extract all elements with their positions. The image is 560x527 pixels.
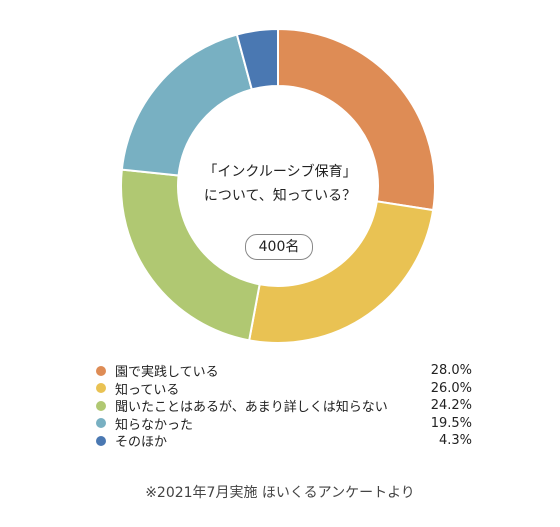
chart-title: 「インクルーシブ保育」 について、知っている？	[180, 160, 380, 208]
legend-item: そのほか 4.3%	[96, 432, 472, 450]
respondent-count-badge: 400名	[245, 234, 313, 260]
legend-value: 28.0%	[430, 363, 472, 379]
survey-footnote: ※2021年7月実施 ほいくるアンケートより	[145, 485, 415, 501]
legend-marker	[96, 400, 106, 411]
chart-title-line-2: について、知っている？	[203, 188, 357, 204]
legend-marker	[96, 418, 106, 429]
pie-slice-3	[120, 33, 254, 177]
legend-value: 19.5%	[430, 415, 472, 431]
legend-label: 知らなかった	[115, 417, 194, 433]
pie-slice-4	[235, 27, 279, 91]
legend-label: 知っている	[115, 382, 180, 398]
chart-title-line-1: 「インクルーシブ保育」	[203, 164, 357, 180]
pie-slice-2	[120, 168, 261, 342]
legend-value: 26.0%	[430, 380, 472, 396]
legend-marker	[96, 435, 106, 446]
legend-marker	[96, 365, 106, 376]
legend-item: 聞いたことはあるが、あまり詳しくは知らない 24.2%	[96, 397, 472, 415]
legend: 園で実践している 28.0% 知っている 26.0% 聞いたことはあるが、あまり…	[96, 362, 472, 450]
legend-value: 4.3%	[438, 433, 472, 449]
legend-item: 知らなかった 19.5%	[96, 415, 472, 433]
legend-item: 園で実践している 28.0%	[96, 362, 472, 380]
legend-item: 知っている 26.0%	[96, 380, 472, 398]
pie-slice-0	[277, 27, 436, 212]
legend-label: 聞いたことはあるが、あまり詳しくは知らない	[115, 400, 388, 416]
legend-label: 園で実践している	[115, 365, 219, 381]
legend-value: 24.2%	[430, 398, 472, 414]
legend-label: そのほか	[115, 435, 168, 451]
pie-slice-1	[247, 200, 435, 344]
legend-marker	[96, 383, 106, 394]
